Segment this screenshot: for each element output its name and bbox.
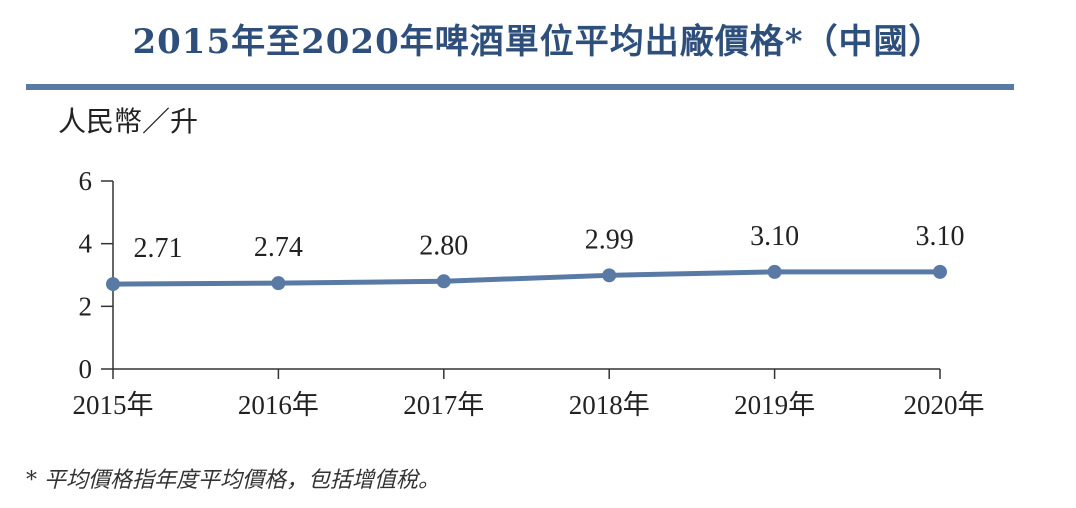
y-tick-label: 0 xyxy=(79,354,93,384)
y-tick-label: 6 xyxy=(79,166,93,196)
footnote: * 平均價格指年度平均價格，包括增值稅。 xyxy=(26,468,440,493)
x-tick-label: 2019年 xyxy=(734,390,815,420)
y-tick-label: 2 xyxy=(79,291,93,321)
chart-axes: 0 2 4 6 2015年 2016年 2017年 2018年 2019年 2020年 xyxy=(73,166,985,420)
data-label: 2.71 xyxy=(134,233,183,264)
chart-title: 2015年至2020年啤酒單位平均出廠價格*（中國） xyxy=(132,22,944,62)
x-tick-label: 2015年 xyxy=(73,390,154,420)
data-point xyxy=(436,274,451,289)
y-axis-label: 人民幣／升 xyxy=(58,105,199,138)
x-tick-label: 2020年 xyxy=(904,390,985,420)
data-point xyxy=(106,277,120,292)
data-point xyxy=(767,264,782,279)
series-line xyxy=(112,269,940,287)
data-label: 2.99 xyxy=(585,224,634,255)
chart-marks: 2.71 2.74 2.80 2.99 3.10 3.10 xyxy=(106,221,965,292)
y-tick-label: 4 xyxy=(79,229,93,259)
x-tick-label: 2017年 xyxy=(403,390,484,420)
data-point xyxy=(602,268,617,283)
data-point xyxy=(933,264,947,279)
x-tick-label: 2016年 xyxy=(238,390,319,420)
data-label: 3.10 xyxy=(916,221,965,252)
data-point xyxy=(271,276,286,291)
x-tick-label: 2018年 xyxy=(569,390,650,420)
title-divider xyxy=(26,84,1014,90)
data-label: 3.10 xyxy=(750,221,799,252)
data-label: 2.74 xyxy=(254,232,303,263)
data-label: 2.80 xyxy=(419,230,468,261)
